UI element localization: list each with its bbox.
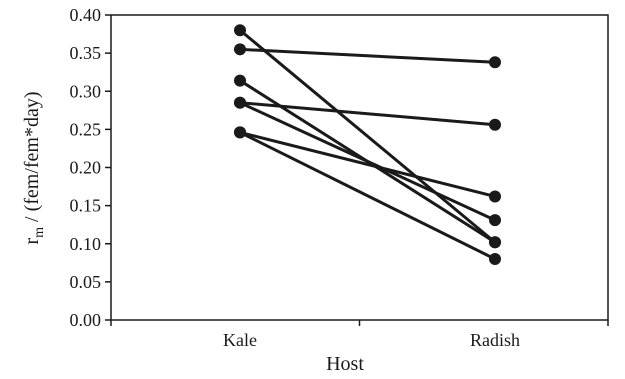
- series-3-point-1: [489, 118, 501, 131]
- y-axis-title-rest: / (fem/fem*day): [21, 91, 43, 227]
- y-tick-label-4: 0.20: [70, 158, 102, 178]
- series-4-point-0: [234, 96, 246, 109]
- y-tick-label-8: 0.40: [70, 5, 102, 25]
- x-axis-title: Host: [326, 353, 364, 375]
- series-0-line: [239, 29, 496, 244]
- y-tick-label-1: 0.05: [70, 272, 102, 292]
- series-6: [234, 126, 501, 265]
- series-2-point-0: [234, 74, 246, 87]
- series-5-line: [239, 130, 496, 198]
- x-tick-label-0: Kale: [223, 330, 257, 350]
- series-2-point-1: [489, 236, 501, 249]
- series-1: [234, 43, 501, 69]
- y-axis-title-subscript: m: [32, 227, 47, 238]
- y-tick-label-0: 0.00: [70, 310, 102, 330]
- y-axis-title-main: r: [21, 238, 43, 245]
- y-axis-title: rm / (fem/fem*day): [21, 91, 47, 244]
- series-6-point-0: [234, 126, 246, 139]
- y-tick-label-6: 0.30: [70, 81, 102, 101]
- y-tick-label-2: 0.10: [70, 234, 102, 254]
- series-1-point-0: [234, 43, 246, 56]
- series-3-line: [239, 101, 496, 127]
- series-4-point-1: [489, 214, 501, 227]
- series-4: [234, 96, 501, 227]
- plot-area: [234, 24, 501, 265]
- plot-frame: [110, 14, 609, 321]
- y-tick-label-7: 0.35: [70, 43, 102, 63]
- series-0: [234, 24, 501, 249]
- series-4-line: [239, 101, 496, 222]
- y-tick-label-3: 0.15: [70, 196, 102, 216]
- x-tick-label-1: Radish: [470, 330, 520, 350]
- series-1-line: [239, 47, 496, 64]
- series-0-point-0: [234, 24, 246, 37]
- series-1-point-1: [489, 56, 501, 69]
- y-tick-label-5: 0.25: [70, 119, 102, 139]
- series-6-point-1: [489, 253, 501, 265]
- series-5-point-1: [489, 190, 501, 203]
- axes: 0.00 0.05 0.10 0.15 0.20 0.25 0.30 0.35 0.40 Kale…: [70, 5, 609, 350]
- series-6-line: [239, 131, 496, 261]
